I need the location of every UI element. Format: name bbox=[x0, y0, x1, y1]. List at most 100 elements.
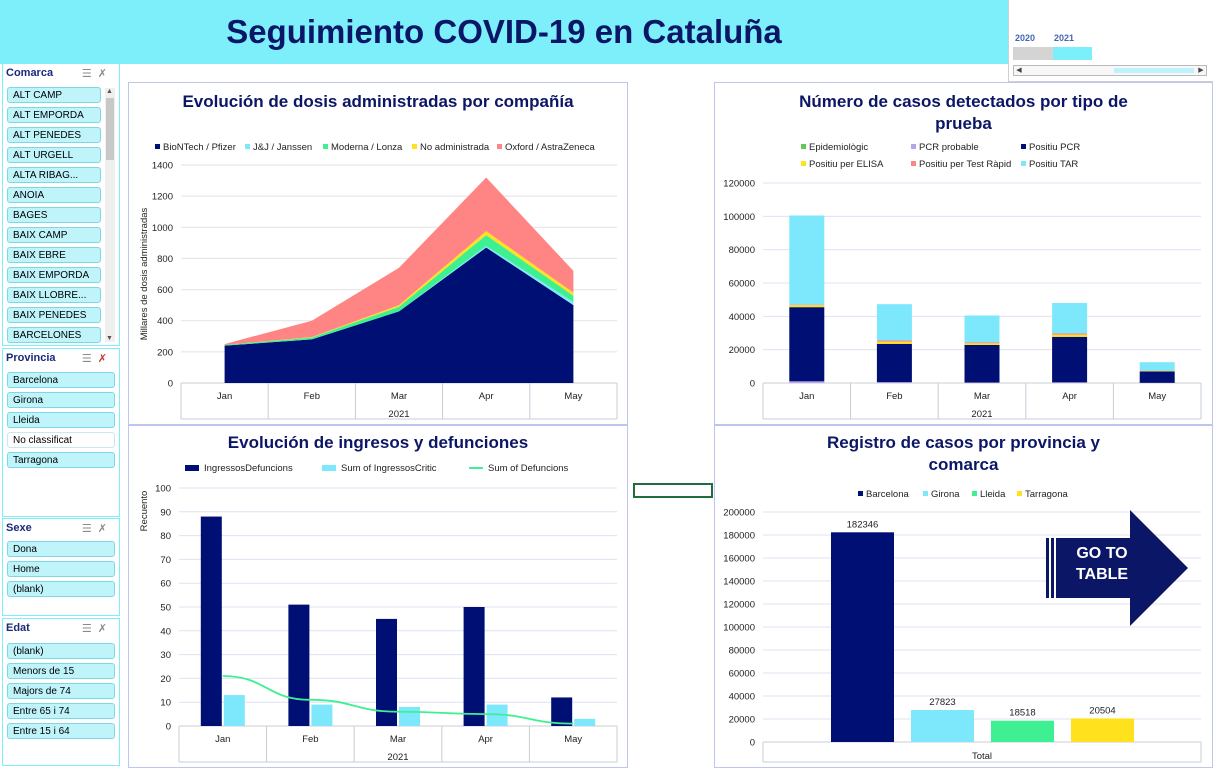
scroll-up-icon[interactable]: ▲ bbox=[106, 88, 113, 95]
slicer-provincia-title: Provincia bbox=[6, 352, 56, 364]
slicer-edat-item[interactable]: Majors de 74 bbox=[7, 683, 115, 699]
scroll-left-icon[interactable]: ◀ bbox=[1016, 67, 1022, 74]
clear-filter-icon[interactable]: ✗ bbox=[97, 68, 113, 80]
x-tick-label: Apr bbox=[478, 734, 493, 745]
bar-segment bbox=[789, 305, 825, 308]
slicer-provincia-item[interactable]: Barcelona bbox=[7, 372, 115, 388]
clear-filter-icon[interactable]: ✗ bbox=[97, 523, 113, 535]
legend-label: Positiu TAR bbox=[1029, 159, 1078, 170]
bar-segment bbox=[964, 345, 1000, 383]
y-tick-label: 40000 bbox=[729, 312, 755, 323]
multi-select-icon[interactable]: ☰ bbox=[81, 353, 98, 365]
slicer-comarca-item[interactable]: BAIX LLOBRE... bbox=[7, 287, 101, 303]
y-tick-label: 600 bbox=[157, 285, 173, 296]
y-tick-label: 80 bbox=[160, 531, 171, 542]
scroll-thumb[interactable] bbox=[106, 98, 114, 160]
x-tick-label: Jan bbox=[215, 734, 230, 745]
timeline-year-2020[interactable]: 2020 bbox=[1015, 33, 1036, 43]
slicer-comarca-item[interactable]: BAIX EMPORDA bbox=[7, 267, 101, 283]
legend-swatch bbox=[1021, 144, 1026, 149]
y-tick-label: 1400 bbox=[152, 161, 173, 172]
bar-tarragona bbox=[1071, 718, 1134, 742]
chart-ingresos: IngressosDefuncions Sum of IngressosCriti… bbox=[139, 463, 618, 763]
selected-cell[interactable] bbox=[633, 483, 713, 498]
slicer-comarca-item[interactable]: BAIX EBRE bbox=[7, 247, 101, 263]
slicer-comarca-item[interactable]: ALT URGELL bbox=[7, 147, 101, 163]
slicer-comarca-scrollbar[interactable]: ▲ ▼ bbox=[105, 88, 115, 342]
y-tick-label: 100000 bbox=[723, 623, 755, 634]
slicer-comarca-item[interactable]: ALTA RIBAG... bbox=[7, 167, 101, 183]
area-series-4 bbox=[224, 177, 574, 345]
slicer-provincia-item[interactable]: Girona bbox=[7, 392, 115, 408]
go-to-table-line2: TABLE bbox=[1075, 566, 1129, 583]
slicer-comarca-item[interactable]: ALT EMPORDA bbox=[7, 107, 101, 123]
timeline-period-2020[interactable] bbox=[1013, 47, 1053, 60]
slicer-comarca-item[interactable]: BARCELONES bbox=[7, 327, 101, 343]
chart-provincia: Barcelona Girona Lleida Tarragona 0 20000 4000… bbox=[723, 489, 1202, 763]
x-tick-label: Apr bbox=[479, 391, 494, 402]
legend-label: Sum of Defuncions bbox=[488, 463, 569, 474]
chart-pruebas-title: Número de casos detectados por tipo de p… bbox=[799, 92, 1128, 133]
multi-select-icon[interactable]: ☰ bbox=[81, 523, 98, 535]
legend-swatch bbox=[923, 491, 928, 496]
page-title: Seguimiento COVID-19 en Cataluña bbox=[226, 13, 782, 50]
clear-filter-icon[interactable]: ✗ bbox=[97, 353, 113, 365]
slicer-edat-item[interactable]: Entre 15 i 64 bbox=[7, 723, 115, 739]
timeline-scroll-thumb[interactable] bbox=[1114, 68, 1194, 73]
slicer-edat-item[interactable]: Entre 65 i 74 bbox=[7, 703, 115, 719]
clear-filter-icon[interactable]: ✗ bbox=[97, 623, 113, 635]
multi-select-icon[interactable]: ☰ bbox=[81, 623, 98, 635]
y-tick-label: 80000 bbox=[729, 245, 755, 256]
timeline-scrollbar[interactable]: ◀ ▶ bbox=[1013, 65, 1207, 76]
legend-label: Positiu per ELISA bbox=[809, 159, 884, 170]
data-label: 27823 bbox=[929, 697, 955, 708]
slicer-sexe-item[interactable]: Dona bbox=[7, 541, 115, 557]
slicer-sexe-item[interactable]: Home bbox=[7, 561, 115, 577]
timeline-period-2021[interactable] bbox=[1053, 47, 1092, 60]
slicer-edat-item[interactable]: Menors de 15 bbox=[7, 663, 115, 679]
multi-select-icon[interactable]: ☰ bbox=[81, 68, 98, 80]
y-tick-label: 90 bbox=[160, 507, 171, 518]
slicer-provincia: Provincia ☰✗ Barcelona Girona Lleida No cla… bbox=[2, 348, 120, 517]
slicer-comarca-item[interactable]: BAIX PENEDES bbox=[7, 307, 101, 323]
slicer-comarca-item[interactable]: ALT CAMP bbox=[7, 87, 101, 103]
slicer-provincia-item[interactable]: Lleida bbox=[7, 412, 115, 428]
timeline-year-2021[interactable]: 2021 bbox=[1054, 33, 1075, 43]
legend-swatch bbox=[911, 161, 916, 166]
y-tick-label: 40000 bbox=[729, 692, 755, 703]
bar-lleida bbox=[991, 720, 1054, 742]
chart-pruebas: Epidemiològic PCR probable Positiu PCR Posi… bbox=[723, 142, 1202, 420]
slicer-edat: Edat ☰✗ (blank) Menors de 15 Majors de 74 E… bbox=[2, 618, 120, 766]
legend-label: No administrada bbox=[420, 142, 490, 153]
bar-segment bbox=[1052, 334, 1088, 337]
y-tick-label: 0 bbox=[168, 379, 173, 390]
bar-segment bbox=[964, 315, 1000, 343]
legend-label: Sum of IngressosCritic bbox=[341, 463, 437, 474]
bar-girona bbox=[911, 710, 974, 742]
legend-label: BioNTech / Pfizer bbox=[163, 142, 236, 153]
slicer-comarca-item[interactable]: ALT PENEDES bbox=[7, 127, 101, 143]
slicer-comarca-item[interactable]: ANOIA bbox=[7, 187, 101, 203]
go-to-table-button[interactable]: GO TO TABLE bbox=[1046, 510, 1189, 626]
chart-dosis-panel: Evolución de dosis administradas por com… bbox=[128, 82, 628, 425]
slicer-edat-title: Edat bbox=[6, 622, 30, 634]
slicer-provincia-item[interactable]: No classificat bbox=[7, 432, 115, 448]
x-tick-label: Feb bbox=[302, 734, 318, 745]
x-tick-label: Jan bbox=[217, 391, 232, 402]
y-tick-label: 400 bbox=[157, 316, 173, 327]
scroll-right-icon[interactable]: ▶ bbox=[1198, 67, 1204, 74]
chart-pruebas-panel: Número de casos detectados por tipo de p… bbox=[714, 82, 1213, 425]
y-tick-label: 800 bbox=[157, 254, 173, 265]
legend-label: Girona bbox=[931, 489, 960, 500]
slicer-comarca-item[interactable]: BAGES bbox=[7, 207, 101, 223]
slicer-provincia-item[interactable]: Tarragona bbox=[7, 452, 115, 468]
slicer-edat-item[interactable]: (blank) bbox=[7, 643, 115, 659]
bar-segment bbox=[1052, 333, 1088, 335]
bar-ingresos-critic bbox=[399, 706, 420, 726]
scroll-down-icon[interactable]: ▼ bbox=[106, 335, 113, 342]
chart-ingresos-title: Evolución de ingresos y defunciones bbox=[227, 433, 529, 452]
slicer-sexe-item[interactable]: (blank) bbox=[7, 581, 115, 597]
timeline-slicer[interactable]: 2020 2021 ◀ ▶ bbox=[1008, 0, 1213, 82]
x-tick-label: Total bbox=[972, 751, 992, 762]
slicer-comarca-item[interactable]: BAIX CAMP bbox=[7, 227, 101, 243]
